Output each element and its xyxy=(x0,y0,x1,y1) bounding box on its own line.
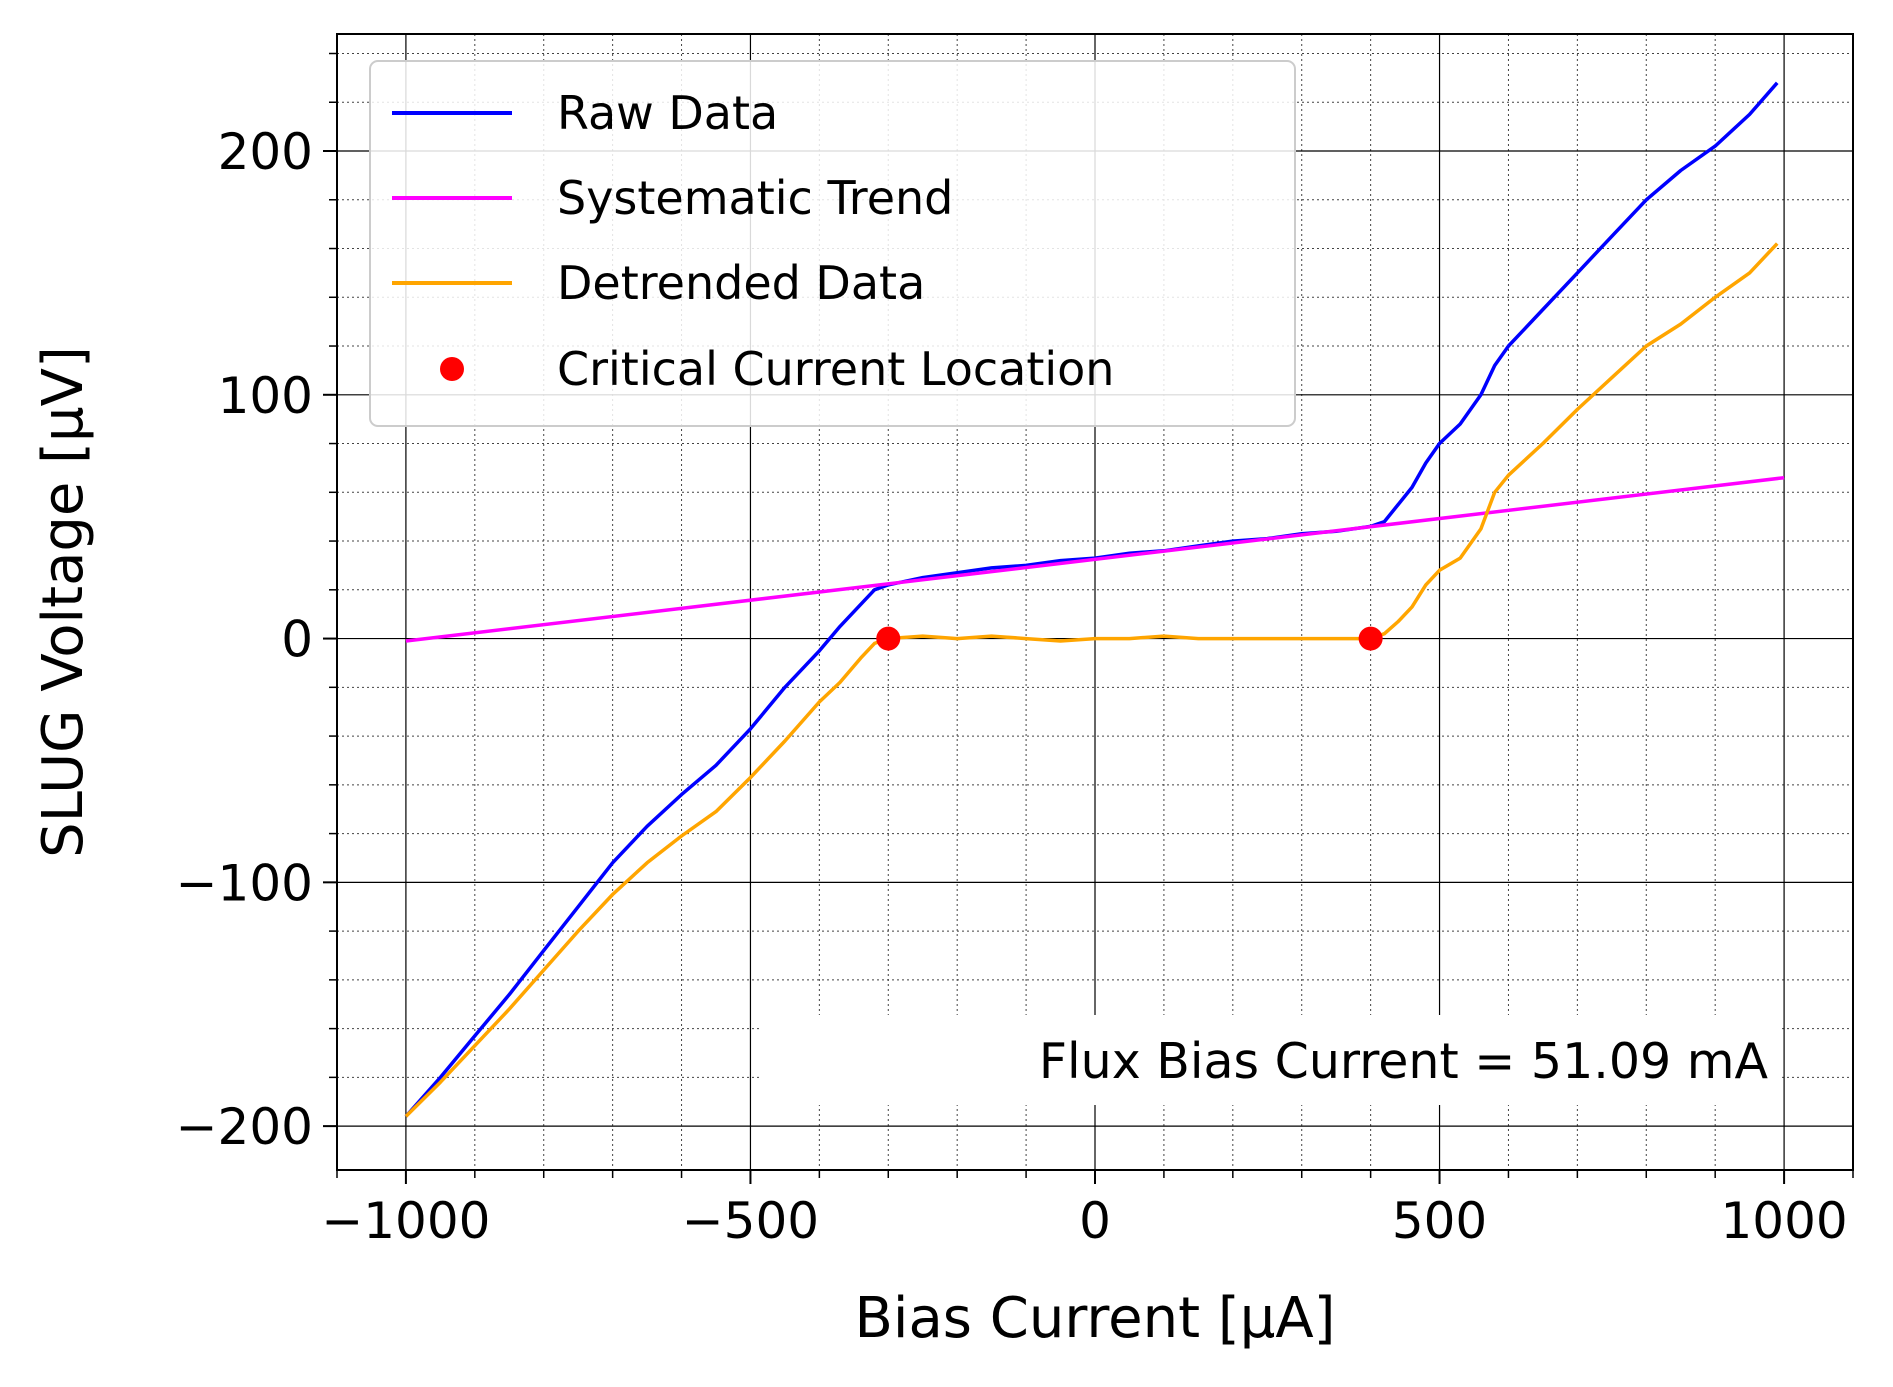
y-tick-label: −200 xyxy=(176,1098,313,1156)
legend: Raw Data Systematic Trend Detrended Data Cr… xyxy=(369,60,1296,427)
legend-label: Systematic Trend xyxy=(557,171,953,225)
legend-label: Raw Data xyxy=(557,86,778,140)
y-tick-label: 200 xyxy=(218,123,313,181)
critical-current-point xyxy=(1358,626,1383,651)
x-tick-label: 0 xyxy=(1079,1192,1111,1250)
legend-box xyxy=(369,60,1296,427)
x-tick-label: 500 xyxy=(1392,1192,1487,1250)
x-tick-label: −500 xyxy=(682,1192,819,1250)
plot-series xyxy=(404,81,1785,1118)
series-line-detrended-data xyxy=(404,242,1779,1118)
legend-label: Critical Current Location xyxy=(557,342,1114,396)
critical-current-point xyxy=(876,626,901,651)
annotation-text: Flux Bias Current = 51.09 mA xyxy=(1039,1033,1769,1090)
y-tick-label: 0 xyxy=(281,611,313,669)
y-tick-label: 100 xyxy=(218,367,313,425)
y-tick-label: −100 xyxy=(176,854,313,912)
x-tick-label: 1000 xyxy=(1720,1192,1847,1250)
series-line-systematic-trend xyxy=(405,475,1785,643)
legend-label: Detrended Data xyxy=(557,256,925,310)
annotation-box: Flux Bias Current = 51.09 mA xyxy=(760,1015,1780,1105)
legend-swatch xyxy=(440,357,464,381)
y-axis-title: SLUG Voltage [μV] xyxy=(31,346,96,858)
x-axis-title: Bias Current [μA] xyxy=(854,1286,1335,1351)
x-tick-label: −1000 xyxy=(321,1192,490,1250)
axis-ticks xyxy=(323,52,1854,1184)
